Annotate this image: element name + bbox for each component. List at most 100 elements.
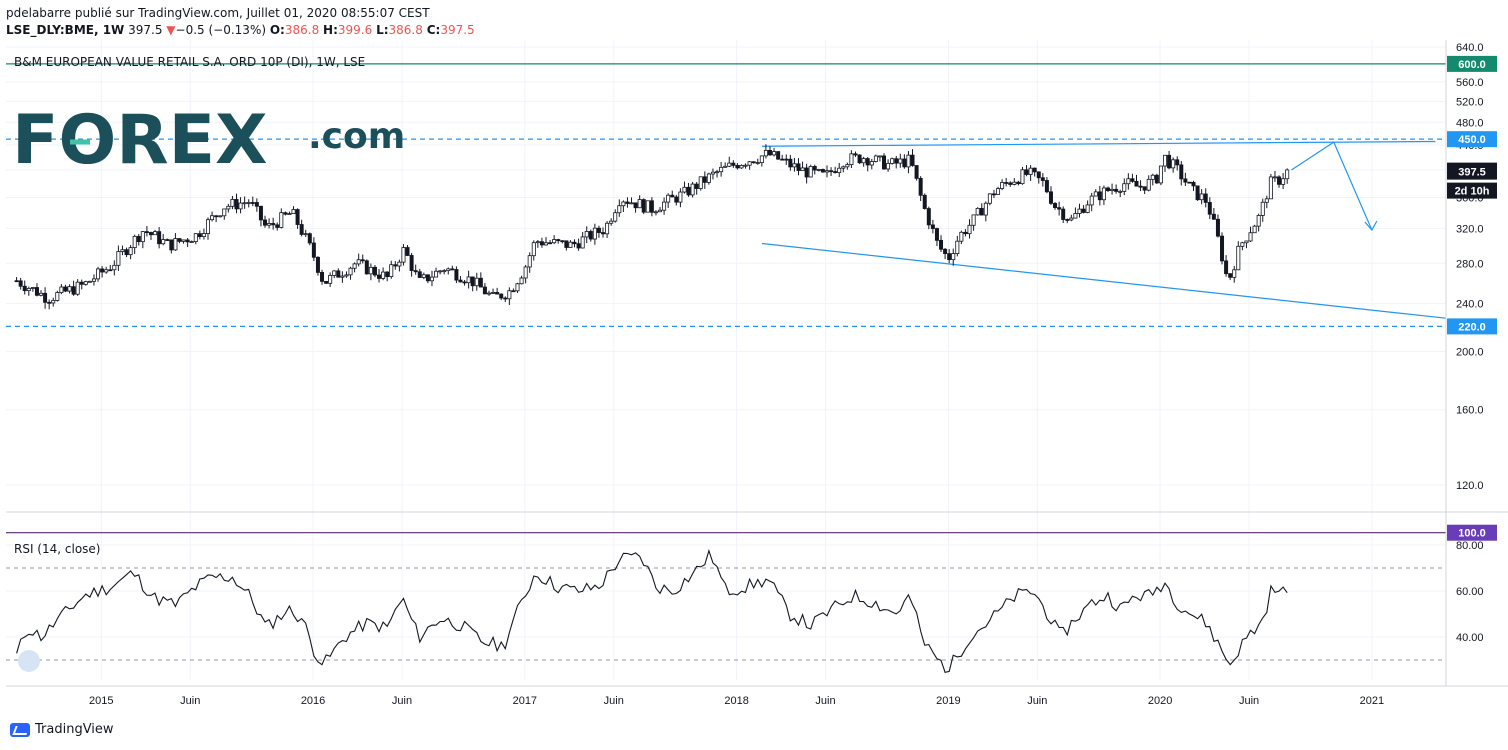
low-label: L: — [376, 23, 389, 37]
candle-body — [1236, 245, 1241, 271]
candle-body — [250, 202, 255, 204]
candle-body — [14, 280, 19, 283]
candle-body — [1020, 169, 1025, 185]
candle-body — [466, 276, 471, 284]
time-tick-label: 2018 — [724, 695, 748, 707]
candle-body — [515, 283, 520, 292]
candle-body — [922, 194, 927, 209]
price-tick-label: 120.0 — [1456, 480, 1484, 492]
support-trendline — [761, 242, 1447, 319]
candle-body — [91, 278, 96, 282]
candle-body — [83, 281, 88, 285]
candle-body — [356, 259, 361, 265]
level-badge-bg — [1447, 318, 1497, 335]
candle-body — [1183, 178, 1188, 183]
candle-body — [381, 271, 386, 279]
candle-body — [124, 249, 129, 256]
candle-body — [291, 209, 296, 215]
candle-body — [1220, 235, 1225, 262]
candle-body — [1179, 164, 1184, 180]
candle-body — [246, 202, 251, 204]
candle-body — [739, 165, 744, 169]
candle-body — [1057, 207, 1062, 210]
tradingview-brand[interactable]: TradingView — [10, 722, 114, 737]
candle-body — [511, 290, 516, 293]
candle-body — [242, 202, 247, 205]
candle-body — [1244, 240, 1249, 244]
time-tick-label: 2019 — [936, 695, 960, 707]
candle-body — [991, 193, 996, 196]
candle-body — [837, 167, 842, 174]
candle-body — [996, 188, 1001, 195]
tradingview-brand-text: TradingView — [35, 722, 114, 737]
candle-body — [865, 158, 870, 166]
candle-body — [1126, 178, 1131, 185]
candle-body — [1024, 169, 1029, 175]
candle-body — [576, 243, 581, 249]
candle-body — [873, 155, 878, 162]
candle-body — [112, 264, 117, 271]
candle-body — [315, 256, 320, 273]
candle-body — [1093, 191, 1098, 197]
candle-body — [59, 286, 64, 293]
candle-body — [747, 161, 752, 166]
candle-body — [254, 202, 259, 207]
candle-body — [1232, 269, 1237, 278]
candle-body — [625, 201, 630, 204]
candle-body — [772, 151, 777, 156]
candle-body — [434, 270, 439, 278]
time-tick-label: 2016 — [301, 695, 325, 707]
candle-body — [633, 202, 638, 209]
candle-body — [1146, 178, 1151, 191]
candle-body — [1077, 208, 1082, 214]
candle-body — [1118, 190, 1123, 193]
candle-body — [727, 162, 732, 167]
candle-body — [731, 162, 736, 166]
high-label: H: — [323, 23, 338, 37]
countdown-badge-bg — [1447, 182, 1497, 199]
candle-body — [849, 153, 854, 166]
rsi-tick-label: 60.00 — [1456, 586, 1484, 598]
candle-body — [820, 169, 825, 173]
candle-body — [934, 228, 939, 241]
candle-body — [560, 240, 565, 243]
candle-body — [332, 270, 337, 276]
candle-body — [767, 150, 772, 156]
candle-body — [100, 268, 105, 273]
candle-body — [499, 293, 504, 299]
candle-body — [857, 154, 862, 164]
candle-body — [116, 251, 121, 266]
candle-body — [926, 208, 931, 226]
candle-body — [389, 264, 394, 277]
candle-body — [1089, 195, 1094, 206]
rsi-tick-label: 80.00 — [1456, 540, 1484, 552]
candle-body — [548, 242, 553, 245]
candle-body — [792, 163, 797, 168]
candle-body — [393, 264, 398, 267]
time-tick-label: Juin — [180, 695, 200, 707]
level-badge-bg — [1447, 55, 1497, 72]
candle-body — [1285, 169, 1290, 180]
candle-body — [853, 153, 858, 156]
candle-body — [348, 267, 353, 276]
candle-body — [263, 219, 268, 226]
candle-body — [886, 163, 891, 170]
candle-body — [861, 158, 866, 164]
time-tick-label: Juin — [815, 695, 835, 707]
candle-body — [535, 241, 540, 244]
candle-body — [307, 233, 312, 244]
candle-body — [715, 171, 720, 174]
candle-body — [702, 176, 707, 183]
candle-body — [763, 150, 768, 157]
tradingview-logo-icon — [10, 722, 30, 737]
candle-body — [22, 285, 27, 292]
candle-body — [890, 158, 895, 164]
candle-body — [1240, 242, 1245, 247]
candle-body — [910, 154, 915, 166]
candle-body — [678, 191, 683, 203]
candle-body — [26, 288, 31, 292]
candle-body — [96, 268, 101, 280]
candle-body — [751, 161, 756, 164]
candle-body — [214, 215, 219, 218]
